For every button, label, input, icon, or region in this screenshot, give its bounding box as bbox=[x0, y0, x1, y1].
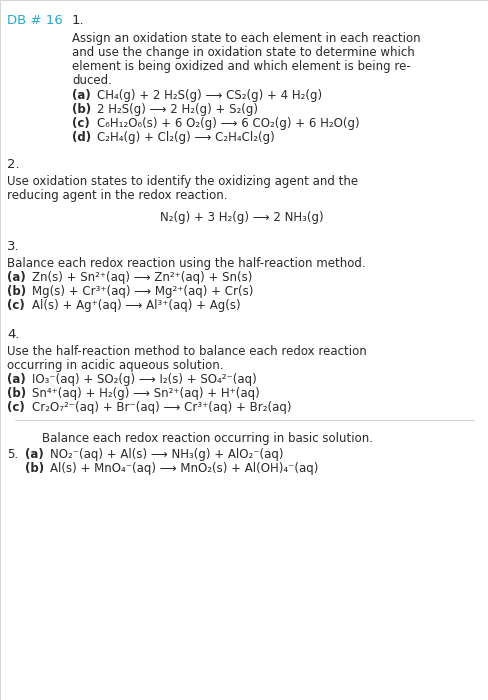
Text: 2.: 2. bbox=[7, 158, 20, 171]
Text: N₂(g) + 3 H₂(g) ⟶ 2 NH₃(g): N₂(g) + 3 H₂(g) ⟶ 2 NH₃(g) bbox=[160, 211, 323, 224]
Text: Sn⁴⁺(aq) + H₂(g) ⟶ Sn²⁺(aq) + H⁺(aq): Sn⁴⁺(aq) + H₂(g) ⟶ Sn²⁺(aq) + H⁺(aq) bbox=[32, 387, 259, 400]
Text: (a): (a) bbox=[25, 448, 43, 461]
Text: NO₂⁻(aq) + Al(s) ⟶ NH₃(g) + AlO₂⁻(aq): NO₂⁻(aq) + Al(s) ⟶ NH₃(g) + AlO₂⁻(aq) bbox=[50, 448, 283, 461]
Text: Al(s) + MnO₄⁻(aq) ⟶ MnO₂(s) + Al(OH)₄⁻(aq): Al(s) + MnO₄⁻(aq) ⟶ MnO₂(s) + Al(OH)₄⁻(a… bbox=[50, 462, 318, 475]
Text: reducing agent in the redox reaction.: reducing agent in the redox reaction. bbox=[7, 189, 227, 202]
Text: 3.: 3. bbox=[7, 240, 20, 253]
Text: (d): (d) bbox=[72, 131, 91, 144]
Text: and use the change in oxidation state to determine which: and use the change in oxidation state to… bbox=[72, 46, 414, 59]
Text: element is being oxidized and which element is being re-: element is being oxidized and which elem… bbox=[72, 60, 410, 73]
Text: occurring in acidic aqueous solution.: occurring in acidic aqueous solution. bbox=[7, 359, 223, 372]
Text: CH₄(g) + 2 H₂S(g) ⟶ CS₂(g) + 4 H₂(g): CH₄(g) + 2 H₂S(g) ⟶ CS₂(g) + 4 H₂(g) bbox=[97, 89, 322, 102]
Text: Use oxidation states to identify the oxidizing agent and the: Use oxidation states to identify the oxi… bbox=[7, 175, 357, 188]
Text: Al(s) + Ag⁺(aq) ⟶ Al³⁺(aq) + Ag(s): Al(s) + Ag⁺(aq) ⟶ Al³⁺(aq) + Ag(s) bbox=[32, 299, 240, 312]
Text: 1.: 1. bbox=[72, 14, 84, 27]
Text: (a): (a) bbox=[7, 373, 26, 386]
Text: (b): (b) bbox=[72, 103, 91, 116]
Text: 5.: 5. bbox=[7, 448, 18, 461]
Text: (b): (b) bbox=[25, 462, 44, 475]
Text: IO₃⁻(aq) + SO₂(g) ⟶ I₂(s) + SO₄²⁻(aq): IO₃⁻(aq) + SO₂(g) ⟶ I₂(s) + SO₄²⁻(aq) bbox=[32, 373, 256, 386]
Text: (b): (b) bbox=[7, 387, 26, 400]
Text: (c): (c) bbox=[7, 299, 25, 312]
Text: (a): (a) bbox=[7, 271, 26, 284]
Text: Mg(s) + Cr³⁺(aq) ⟶ Mg²⁺(aq) + Cr(s): Mg(s) + Cr³⁺(aq) ⟶ Mg²⁺(aq) + Cr(s) bbox=[32, 285, 253, 298]
Text: duced.: duced. bbox=[72, 74, 112, 87]
Text: (c): (c) bbox=[72, 117, 90, 130]
Text: 2 H₂S(g) ⟶ 2 H₂(g) + S₂(g): 2 H₂S(g) ⟶ 2 H₂(g) + S₂(g) bbox=[97, 103, 258, 116]
Text: C₆H₁₂O₆(s) + 6 O₂(g) ⟶ 6 CO₂(g) + 6 H₂O(g): C₆H₁₂O₆(s) + 6 O₂(g) ⟶ 6 CO₂(g) + 6 H₂O(… bbox=[97, 117, 359, 130]
Text: Assign an oxidation state to each element in each reaction: Assign an oxidation state to each elemen… bbox=[72, 32, 420, 45]
Text: Use the half-reaction method to balance each redox reaction: Use the half-reaction method to balance … bbox=[7, 345, 366, 358]
Text: 4.: 4. bbox=[7, 328, 20, 341]
Text: Cr₂O₇²⁻(aq) + Br⁻(aq) ⟶ Cr³⁺(aq) + Br₂(aq): Cr₂O₇²⁻(aq) + Br⁻(aq) ⟶ Cr³⁺(aq) + Br₂(a… bbox=[32, 401, 291, 414]
Text: Zn(s) + Sn²⁺(aq) ⟶ Zn²⁺(aq) + Sn(s): Zn(s) + Sn²⁺(aq) ⟶ Zn²⁺(aq) + Sn(s) bbox=[32, 271, 252, 284]
Text: (a): (a) bbox=[72, 89, 91, 102]
Text: C₂H₄(g) + Cl₂(g) ⟶ C₂H₄Cl₂(g): C₂H₄(g) + Cl₂(g) ⟶ C₂H₄Cl₂(g) bbox=[97, 131, 274, 144]
Text: DB # 16: DB # 16 bbox=[7, 14, 62, 27]
Text: Balance each redox reaction using the half-reaction method.: Balance each redox reaction using the ha… bbox=[7, 257, 365, 270]
Text: (c): (c) bbox=[7, 401, 25, 414]
Text: Balance each redox reaction occurring in basic solution.: Balance each redox reaction occurring in… bbox=[42, 432, 372, 445]
Text: (b): (b) bbox=[7, 285, 26, 298]
